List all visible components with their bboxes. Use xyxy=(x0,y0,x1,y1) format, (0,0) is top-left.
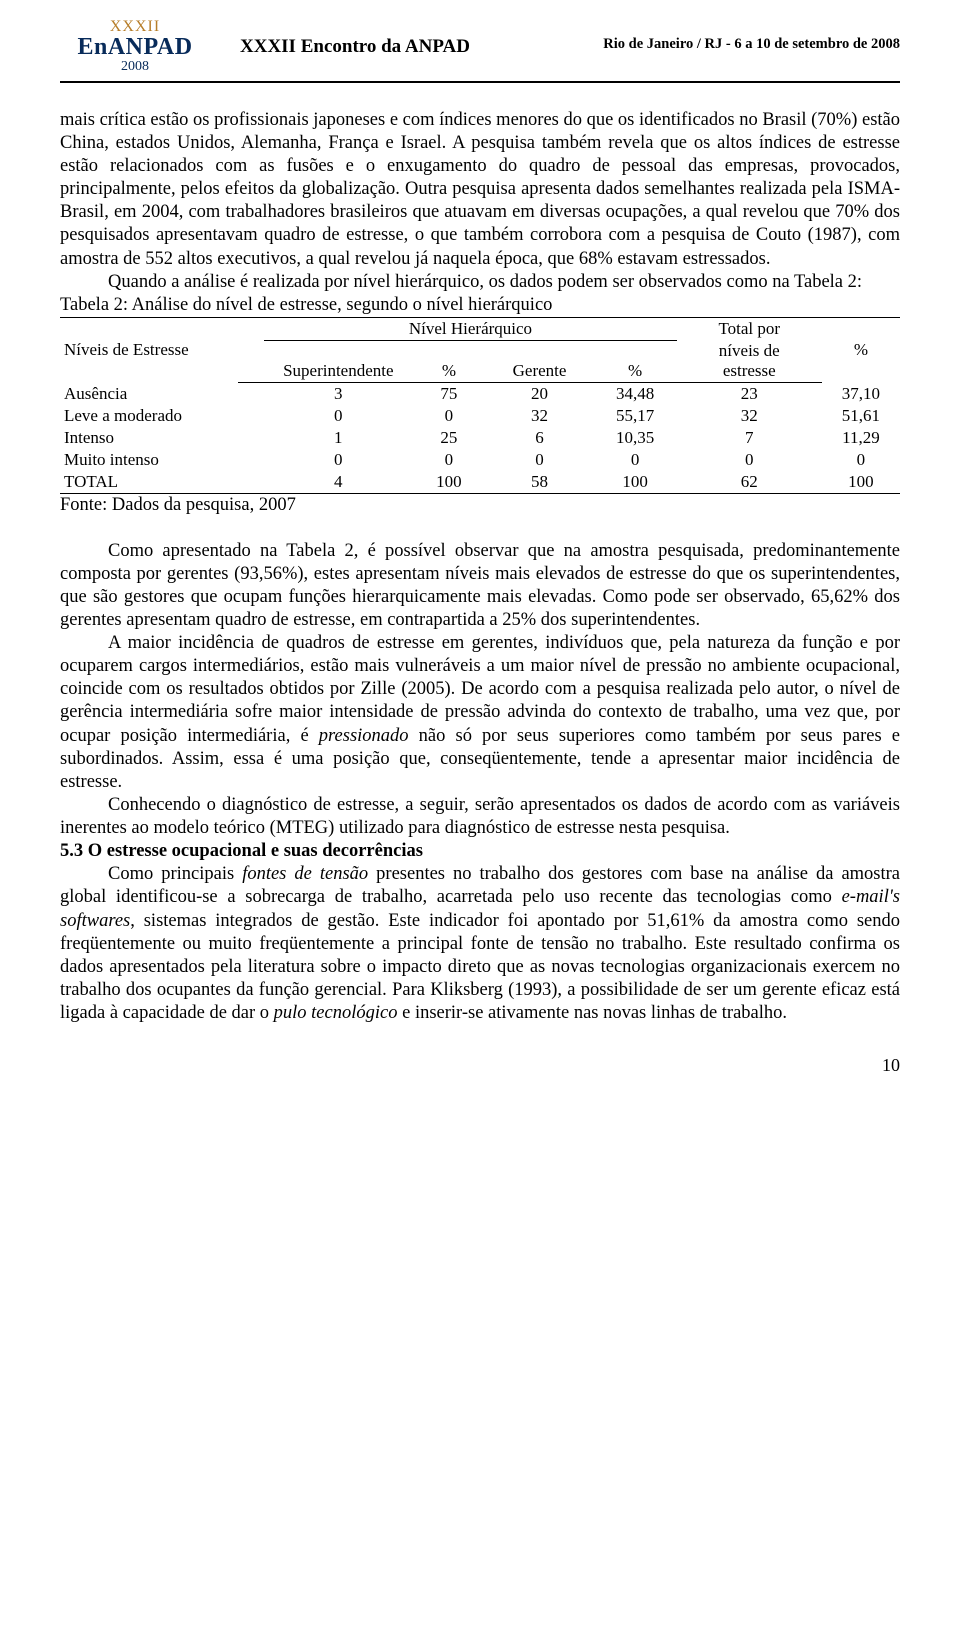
header-venue: Rio de Janeiro / RJ - 6 a 10 de setembro… xyxy=(603,18,900,53)
table-row: Leve a moderado 0 0 32 55,17 32 51,61 xyxy=(60,405,900,427)
table-row: Intenso 1 25 6 10,35 7 11,29 xyxy=(60,427,900,449)
logo-title: EnANPAD xyxy=(77,36,192,59)
page: XXXII EnANPAD 2008 XXXII Encontro da ANP… xyxy=(0,0,960,1116)
col-pct: % xyxy=(822,317,900,383)
logo: XXXII EnANPAD 2008 xyxy=(60,18,210,75)
paragraph: mais crítica estão os profissionais japo… xyxy=(60,109,900,271)
col-total-l1: Total por xyxy=(703,317,796,340)
paragraph: Como principais fontes de tensão present… xyxy=(60,863,900,1025)
paragraph: Quando a análise é realizada por nível h… xyxy=(60,271,900,294)
page-number: 10 xyxy=(60,1055,900,1076)
page-header: XXXII EnANPAD 2008 XXXII Encontro da ANP… xyxy=(60,0,900,81)
col-total-label: níveis de estresse xyxy=(703,340,796,383)
header-rule xyxy=(60,81,900,83)
col-group-hierarchy: Nível Hierárquico xyxy=(264,317,676,340)
table-source: Fonte: Dados da pesquisa, 2007 xyxy=(60,494,900,517)
body-text: mais crítica estão os profissionais japo… xyxy=(60,109,900,1025)
table-caption: Tabela 2: Análise do nível de estresse, … xyxy=(60,294,900,317)
section-heading: 5.3 O estresse ocupacional e suas decorr… xyxy=(60,840,900,863)
logo-year: 2008 xyxy=(121,59,149,75)
table-row: Ausência 3 75 20 34,48 23 37,10 xyxy=(60,383,900,406)
col-gerente: Gerente xyxy=(485,340,593,383)
paragraph: A maior incidência de quadros de estress… xyxy=(60,632,900,794)
header-title: XXXII Encontro da ANPAD xyxy=(210,18,603,58)
row-header-label: Níveis de Estresse xyxy=(60,317,238,383)
paragraph: Conhecendo o diagnóstico de estresse, a … xyxy=(60,794,900,840)
col-gerente-pct: % xyxy=(594,340,677,383)
paragraph: Como apresentado na Tabela 2, é possível… xyxy=(60,540,900,633)
table-row: Muito intenso 0 0 0 0 0 0 xyxy=(60,449,900,471)
stress-level-table: Níveis de Estresse Nível Hierárquico Tot… xyxy=(60,317,900,495)
col-super-pct: % xyxy=(412,340,485,383)
table-row-total: TOTAL 4 100 58 100 62 100 xyxy=(60,471,900,494)
col-super: Superintendente xyxy=(264,340,412,383)
